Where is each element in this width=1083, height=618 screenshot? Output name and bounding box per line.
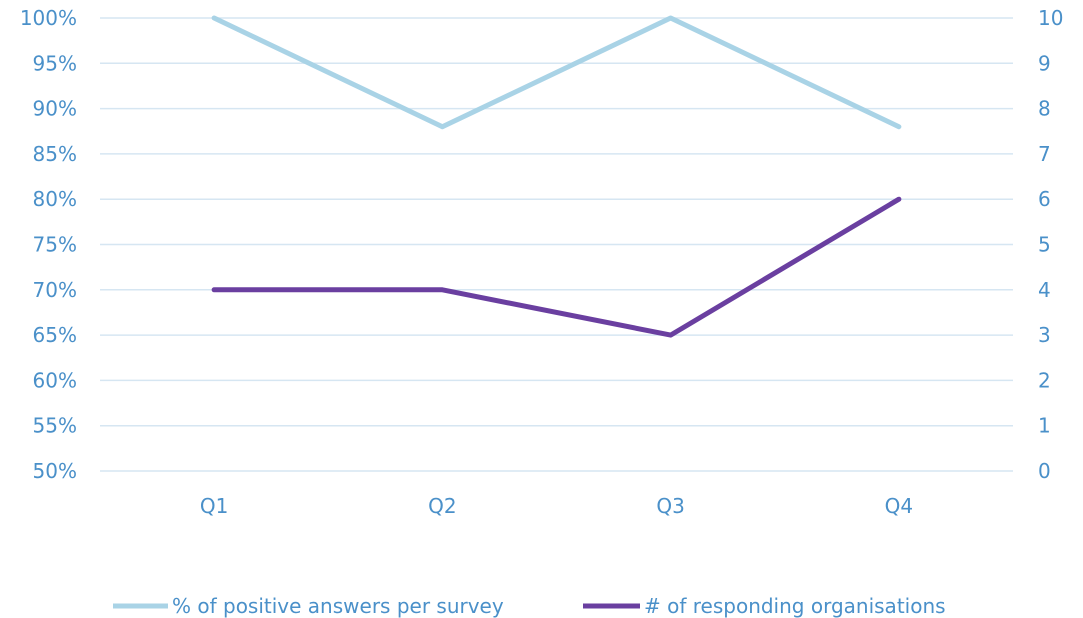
series-line-2 <box>211 196 902 338</box>
right-tick-label: 0 <box>1038 459 1051 483</box>
left-y-axis: 50% 55% 60% 65% 70% 75% 80% 85% 90% 95% 100% <box>20 6 77 483</box>
right-tick-label: 9 <box>1038 51 1051 75</box>
left-tick-label: 100% <box>20 6 77 30</box>
left-tick-label: 80% <box>33 187 77 211</box>
x-tick-label: Q1 <box>200 494 228 518</box>
right-tick-label: 3 <box>1038 323 1051 347</box>
legend-label-series-1: % of positive answers per survey <box>172 594 504 618</box>
right-tick-label: 10 <box>1038 6 1063 30</box>
series-lines <box>211 15 902 338</box>
gridlines <box>100 17 1013 472</box>
left-tick-label: 65% <box>33 323 77 347</box>
x-tick-label: Q2 <box>428 494 456 518</box>
x-tick-label: Q3 <box>656 494 684 518</box>
legend: % of positive answers per survey # of re… <box>113 594 946 618</box>
left-tick-label: 95% <box>33 51 77 75</box>
left-tick-label: 85% <box>33 142 77 166</box>
left-tick-label: 55% <box>33 414 77 438</box>
right-tick-label: 8 <box>1038 97 1051 121</box>
right-tick-label: 2 <box>1038 368 1051 392</box>
left-tick-label: 50% <box>33 459 77 483</box>
right-y-axis: 0 1 2 3 4 5 6 7 8 9 10 <box>1038 6 1063 483</box>
left-tick-label: 60% <box>33 368 77 392</box>
x-tick-label: Q4 <box>885 494 913 518</box>
series-line-1 <box>211 15 902 130</box>
x-axis: Q1 Q2 Q3 Q4 <box>200 494 913 518</box>
left-tick-label: 70% <box>33 278 77 302</box>
right-tick-label: 5 <box>1038 233 1051 257</box>
left-tick-label: 75% <box>33 233 77 257</box>
right-tick-label: 7 <box>1038 142 1051 166</box>
right-tick-label: 1 <box>1038 414 1051 438</box>
right-tick-label: 6 <box>1038 187 1051 211</box>
legend-label-series-2: # of responding organisations <box>644 594 946 618</box>
left-tick-label: 90% <box>33 97 77 121</box>
right-tick-label: 4 <box>1038 278 1051 302</box>
